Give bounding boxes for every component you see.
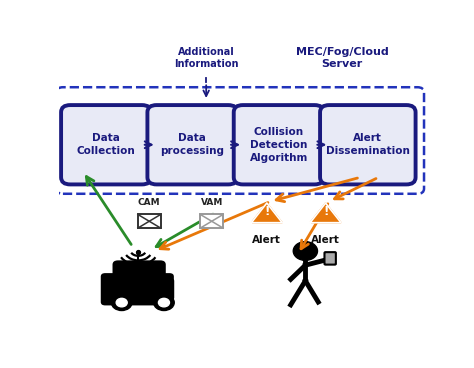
Text: Data
processing: Data processing — [160, 133, 224, 156]
FancyBboxPatch shape — [112, 261, 166, 289]
FancyBboxPatch shape — [101, 273, 174, 305]
Text: Alert: Alert — [311, 236, 340, 245]
FancyBboxPatch shape — [138, 215, 161, 228]
Circle shape — [293, 242, 318, 261]
Polygon shape — [310, 203, 341, 223]
FancyBboxPatch shape — [325, 252, 336, 265]
Circle shape — [116, 298, 127, 307]
Text: !: ! — [264, 205, 270, 218]
FancyBboxPatch shape — [320, 105, 416, 184]
FancyBboxPatch shape — [61, 105, 151, 184]
Circle shape — [158, 298, 170, 307]
Text: MEC/Fog/Cloud
Server: MEC/Fog/Cloud Server — [296, 47, 389, 68]
Text: !: ! — [323, 205, 328, 218]
FancyBboxPatch shape — [234, 105, 324, 184]
Circle shape — [111, 295, 132, 311]
FancyBboxPatch shape — [201, 215, 223, 228]
Text: CAM: CAM — [138, 198, 161, 206]
FancyBboxPatch shape — [147, 105, 237, 184]
Text: Collision
Detection
Algorithm: Collision Detection Algorithm — [249, 127, 308, 163]
Text: Alert
Dissemination: Alert Dissemination — [326, 133, 410, 156]
Text: Alert: Alert — [252, 236, 281, 245]
Text: Additional
Information: Additional Information — [174, 47, 238, 68]
FancyBboxPatch shape — [154, 279, 174, 300]
Polygon shape — [251, 203, 282, 223]
Circle shape — [154, 295, 174, 311]
Text: Data
Collection: Data Collection — [77, 133, 136, 156]
Text: VAM: VAM — [201, 198, 223, 206]
